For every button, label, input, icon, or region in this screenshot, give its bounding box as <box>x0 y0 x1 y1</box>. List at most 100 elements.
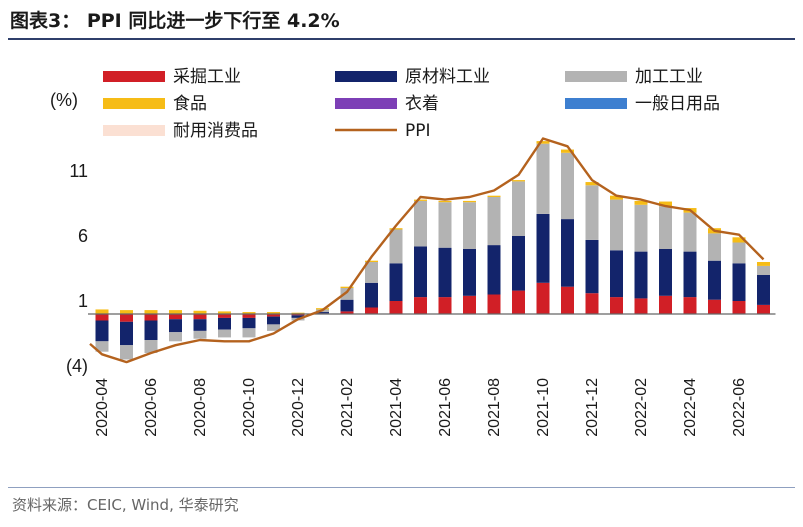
bar-food <box>659 201 672 207</box>
bar-processing <box>757 265 770 275</box>
x-tick-label: 2020-12 <box>290 378 307 437</box>
bar-raw_materials <box>316 312 329 314</box>
x-tick-label: 2020-06 <box>143 378 160 437</box>
bar-food <box>95 309 109 314</box>
bar-food <box>561 149 574 153</box>
bar-raw_materials <box>438 247 452 298</box>
bar-raw_materials <box>414 246 427 298</box>
bar-processing <box>414 200 427 247</box>
x-axis-tick-labels: 2020-04 2020-06 2020-08 2020-10 2020-12 2021-… <box>94 378 748 437</box>
bar-processing <box>536 143 550 214</box>
bar-mining <box>267 314 280 317</box>
bar-mining <box>340 311 354 314</box>
bar-raw_materials <box>536 213 550 283</box>
bar-mining <box>365 307 378 314</box>
legend-label-durable_consumer: 耐用消费品 <box>173 121 258 141</box>
bar-processing <box>463 202 476 249</box>
bar-mining <box>438 297 452 314</box>
bar-food <box>610 195 623 200</box>
bar-processing <box>120 345 133 360</box>
bar-processing <box>144 340 158 353</box>
bar-mining <box>120 314 133 322</box>
bar-processing <box>512 181 525 236</box>
bar-mining <box>291 314 305 316</box>
bar-processing <box>193 330 207 339</box>
bar-food <box>757 262 770 266</box>
bar-mining <box>683 297 697 314</box>
y-tick-label: (4) <box>66 356 88 376</box>
bar-mining <box>389 301 403 314</box>
legend-label-processing: 加工工业 <box>635 67 703 87</box>
bar-raw_materials <box>463 249 476 296</box>
legend-label-food: 食品 <box>173 94 207 114</box>
bar-mining <box>218 314 231 318</box>
legend-label-daily_goods: 一般日用品 <box>635 94 720 114</box>
bar-food <box>389 228 403 230</box>
bar-food <box>365 260 378 262</box>
bar-series <box>95 141 770 360</box>
bar-processing <box>438 202 452 248</box>
bar-processing <box>634 204 648 252</box>
bar-processing <box>732 242 746 264</box>
source-divider <box>8 487 795 488</box>
bar-raw_materials <box>561 219 574 287</box>
x-tick-label: 2022-04 <box>682 378 699 437</box>
bar-mining <box>561 286 574 314</box>
legend-swatch-raw_materials <box>335 71 397 82</box>
ppi-line <box>89 137 765 364</box>
bar-raw_materials <box>634 251 648 299</box>
title-divider <box>8 38 795 40</box>
legend-swatch-processing <box>565 71 627 82</box>
bar-processing <box>610 199 623 251</box>
bar-mining <box>659 295 672 314</box>
bar-raw_materials <box>757 275 770 305</box>
x-tick-label: 2021-08 <box>486 378 503 437</box>
x-tick-label: 2020-10 <box>241 378 258 437</box>
bar-mining <box>487 294 501 314</box>
bar-mining <box>169 314 182 320</box>
bar-mining <box>708 299 721 314</box>
legend-swatch-daily_goods <box>565 98 627 109</box>
y-axis-tick-labels: (4) 1 6 11 <box>66 161 88 376</box>
bar-mining <box>634 298 648 314</box>
bar-food <box>487 195 501 197</box>
bar-mining <box>610 297 623 314</box>
bar-mining <box>732 301 746 314</box>
bar-processing <box>169 332 182 342</box>
bar-raw_materials <box>291 315 305 318</box>
bar-mining <box>585 293 599 314</box>
x-tick-label: 2021-10 <box>535 378 552 437</box>
x-tick-label: 2021-12 <box>584 378 601 437</box>
bar-processing <box>585 185 599 240</box>
bar-processing <box>561 152 574 220</box>
bar-raw_materials <box>120 321 133 346</box>
bar-food <box>512 180 525 182</box>
bar-food <box>267 312 280 314</box>
y-tick-label: 11 <box>69 161 88 181</box>
bar-food <box>291 312 305 314</box>
legend-label-mining: 采掘工业 <box>173 67 241 87</box>
ppi-line-path <box>89 137 765 364</box>
legend-label-ppi: PPI <box>405 121 431 141</box>
bar-raw_materials <box>267 316 280 325</box>
bar-food <box>732 237 746 243</box>
bar-food <box>438 200 452 203</box>
bar-raw_materials <box>218 317 231 330</box>
bar-raw_materials <box>585 239 599 294</box>
bar-raw_materials <box>95 320 109 342</box>
bar-processing <box>340 288 354 300</box>
bar-raw_materials <box>340 299 354 312</box>
y-tick-label: 1 <box>78 291 88 311</box>
source-note: 资料来源：CEIC, Wind, 华泰研究 <box>12 496 239 514</box>
x-tick-label: 2021-02 <box>339 378 356 437</box>
bar-processing <box>487 197 501 246</box>
bar-food <box>414 199 427 201</box>
bar-food <box>242 312 256 314</box>
bar-raw_materials <box>169 319 182 333</box>
bar-raw_materials <box>242 317 256 329</box>
bar-raw_materials <box>732 263 746 301</box>
bar-mining <box>193 314 207 320</box>
bar-raw_materials <box>708 260 721 300</box>
bar-processing <box>218 329 231 338</box>
